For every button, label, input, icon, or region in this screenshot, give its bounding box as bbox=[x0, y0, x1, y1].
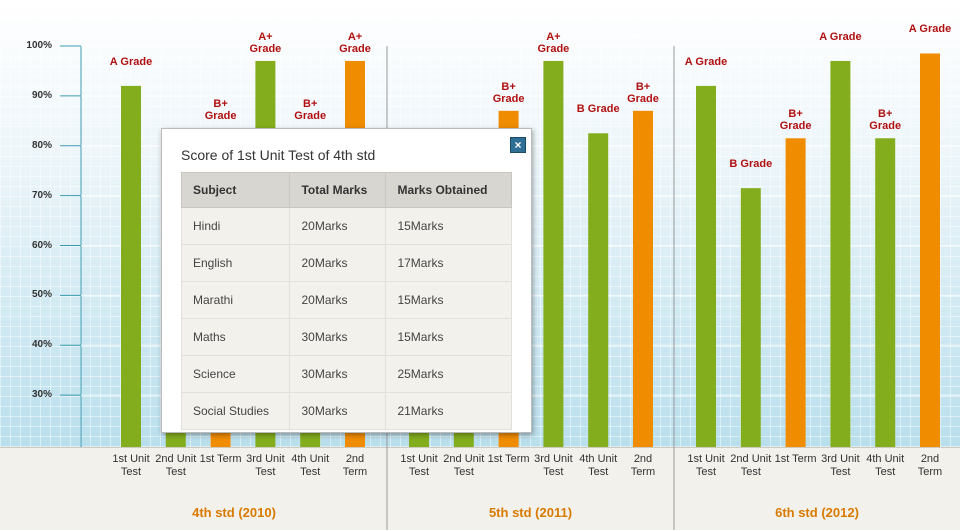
table-cell: Maths bbox=[180, 318, 291, 356]
table-cell: 21Marks bbox=[385, 392, 512, 430]
grade-label: A Grade bbox=[908, 23, 952, 36]
table-cell: 15Marks bbox=[385, 281, 512, 319]
score-table: Subject Total Marks Marks Obtained Hindi 20M… bbox=[180, 172, 512, 430]
table-cell: 17Marks bbox=[385, 244, 512, 282]
x-tick-label: 2nd Unit Test bbox=[443, 453, 485, 478]
x-tick-label: 3rd Unit Test bbox=[246, 453, 285, 478]
y-tick-label: 40% bbox=[31, 339, 52, 351]
table-cell: Marathi bbox=[180, 281, 291, 319]
table-row: Maths 30Marks 15Marks bbox=[180, 318, 512, 356]
y-tick-label: 50% bbox=[31, 289, 52, 301]
y-tick-label: 30% bbox=[31, 389, 52, 401]
grade-label: B Grade bbox=[576, 103, 620, 116]
table-cell: 20Marks bbox=[289, 244, 387, 282]
table-row: Hindi 20Marks 15Marks bbox=[180, 207, 512, 245]
x-tick-label: 2nd Term bbox=[917, 453, 943, 478]
y-tick-label: 70% bbox=[31, 189, 52, 201]
table-header: Total Marks bbox=[289, 172, 387, 208]
table-header: Subject bbox=[180, 172, 291, 208]
table-cell: Social Studies bbox=[180, 392, 291, 430]
bar bbox=[875, 138, 896, 448]
x-tick-label: 2nd Unit Test bbox=[730, 453, 772, 478]
table-row: Science 30Marks 25Marks bbox=[180, 355, 512, 393]
x-tick-label: 4th Unit Test bbox=[291, 453, 330, 478]
table-cell: Science bbox=[180, 355, 291, 393]
x-tick-label: 1st Term bbox=[199, 453, 242, 465]
table-cell: 30Marks bbox=[289, 355, 387, 393]
bar bbox=[696, 85, 716, 448]
bar bbox=[633, 110, 653, 448]
table-cell: 20Marks bbox=[289, 207, 387, 245]
y-tick-label: 80% bbox=[31, 139, 52, 151]
category-band bbox=[0, 447, 960, 530]
y-tick-label: 60% bbox=[31, 239, 52, 251]
grade-label: B+ Grade bbox=[294, 98, 327, 123]
group-label: 5th std (2011) bbox=[488, 505, 573, 520]
x-tick-label: 1st Unit Test bbox=[687, 453, 725, 478]
grade-label: A Grade bbox=[819, 30, 862, 43]
y-tick-label: 100% bbox=[26, 40, 52, 51]
grade-label: A Grade bbox=[109, 55, 153, 68]
x-tick-label: 2nd Unit Test bbox=[155, 453, 197, 478]
table-cell: 25Marks bbox=[385, 355, 512, 393]
grade-label: B+ Grade bbox=[204, 98, 237, 123]
x-tick-label: 2nd Term bbox=[342, 453, 368, 478]
popup-title: Score of 1st Unit Test of 4th std bbox=[181, 147, 376, 163]
grade-label: B+ Grade bbox=[492, 80, 525, 105]
x-tick-label: 1st Unit Test bbox=[112, 453, 150, 478]
bar bbox=[121, 85, 141, 448]
grade-label: B+ Grade bbox=[627, 80, 659, 105]
grade-label: A+ Grade bbox=[249, 30, 282, 55]
bar bbox=[740, 188, 761, 448]
table-cell: 20Marks bbox=[289, 281, 387, 319]
bar bbox=[588, 133, 609, 447]
grade-label: A+ Grade bbox=[339, 30, 371, 55]
bar bbox=[920, 53, 940, 447]
table-row: Social Studies 30Marks 21Marks bbox=[180, 392, 512, 430]
table-cell: English bbox=[180, 244, 291, 282]
x-tick-label: 2nd Term bbox=[630, 453, 656, 478]
grade-label: B Grade bbox=[729, 158, 773, 171]
table-cell: 15Marks bbox=[385, 318, 512, 356]
x-tick-label: 4th Unit Test bbox=[866, 453, 905, 478]
x-tick-label: 3rd Unit Test bbox=[821, 453, 860, 478]
bar bbox=[785, 138, 806, 448]
x-tick-label: 3rd Unit Test bbox=[534, 453, 573, 478]
grade-label: B+ Grade bbox=[869, 108, 902, 133]
table-header: Marks Obtained bbox=[385, 172, 512, 208]
x-tick-label: 1st Term bbox=[774, 453, 817, 465]
score-popup: Score of 1st Unit Test of 4th std × Subj… bbox=[161, 128, 532, 433]
table-row: Marathi 20Marks 15Marks bbox=[180, 281, 512, 319]
grade-label: A+ Grade bbox=[537, 30, 570, 55]
bar bbox=[543, 60, 564, 448]
close-button[interactable]: × bbox=[510, 137, 526, 153]
grade-label: A Grade bbox=[684, 55, 728, 68]
table-cell: 30Marks bbox=[289, 392, 387, 430]
x-tick-label: 1st Unit Test bbox=[400, 453, 438, 478]
x-tick-label: 4th Unit Test bbox=[579, 453, 618, 478]
table-cell: 30Marks bbox=[289, 318, 387, 356]
table-row: English 20Marks 17Marks bbox=[180, 244, 512, 282]
group-label: 4th std (2010) bbox=[192, 505, 276, 520]
y-tick-label: 90% bbox=[31, 89, 52, 101]
group-label: 6th std (2012) bbox=[775, 505, 859, 520]
bar bbox=[830, 60, 851, 448]
grade-label: B+ Grade bbox=[779, 108, 812, 133]
x-tick-label: 1st Term bbox=[487, 453, 530, 465]
table-cell: Hindi bbox=[180, 207, 291, 245]
table-cell: 15Marks bbox=[385, 207, 512, 245]
